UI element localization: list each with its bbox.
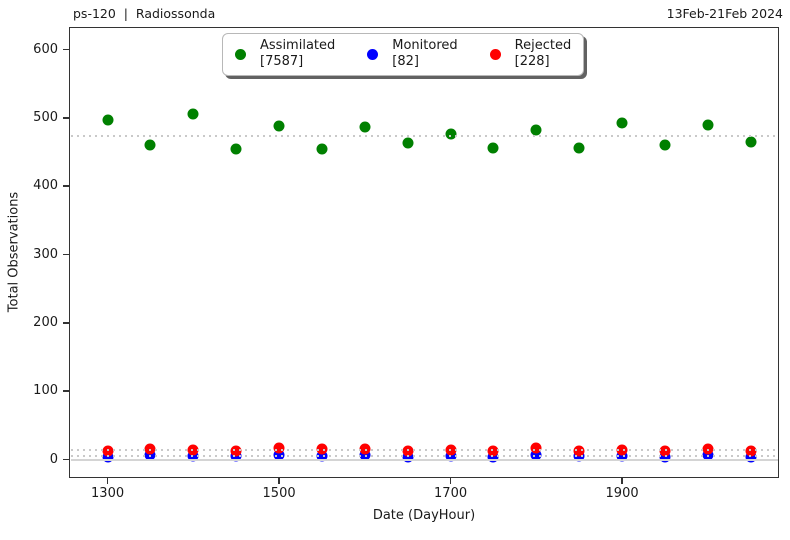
data-point-assimilated: [702, 119, 714, 131]
legend-marker-assimilated-icon: [235, 48, 246, 60]
y-tick: [63, 390, 69, 392]
mean-line-monitored: [70, 455, 778, 458]
date-range-label: 13Feb-21Feb 2024: [666, 6, 783, 21]
zero-line: [70, 458, 778, 461]
data-point-assimilated: [230, 143, 242, 155]
data-point-rejected: [144, 443, 156, 455]
y-tick: [63, 253, 69, 256]
x-axis-label: Date (DayHour): [372, 508, 476, 523]
data-point-monitored: [273, 449, 285, 461]
x-tick: [106, 478, 109, 484]
legend-marker-rejected-icon: [489, 48, 501, 60]
legend-series-name: Monitored: [392, 38, 458, 53]
x-tick-label: 1900: [605, 486, 639, 501]
data-point-monitored: [530, 449, 542, 461]
legend-entry-rejected: Rejected [228]: [489, 38, 572, 71]
x-tick: [449, 478, 452, 484]
data-point-assimilated: [359, 121, 371, 133]
y-tick-label: 500: [33, 109, 58, 125]
data-point-assimilated: [316, 143, 328, 155]
chart-title: ps-120 | Radiossonda: [73, 6, 216, 21]
legend-series-count: [7587]: [260, 54, 304, 70]
plot-area: [69, 27, 779, 478]
legend-marker-monitored-icon: [367, 48, 379, 60]
y-tick-label: 300: [33, 246, 58, 262]
data-point-assimilated: [144, 139, 156, 151]
x-tick: [621, 478, 623, 484]
data-point-assimilated: [402, 137, 414, 149]
y-tick: [63, 185, 69, 187]
y-tick: [63, 117, 69, 119]
legend-series-count: [82]: [392, 54, 419, 70]
data-point-assimilated: [573, 142, 585, 154]
x-tick-label: 1700: [434, 486, 468, 501]
legend: Assimilated [7587] Monitored [82] Rejected [2…: [222, 33, 585, 76]
mean-line-assimilated: [70, 134, 778, 137]
legend-series-name: Rejected: [514, 38, 572, 53]
data-point-assimilated: [659, 139, 671, 151]
data-point-assimilated: [616, 117, 628, 129]
data-point-assimilated: [745, 136, 757, 148]
y-tick: [63, 322, 69, 324]
data-point-rejected: [273, 442, 285, 454]
legend-series-name: Assimilated: [260, 38, 336, 53]
data-point-assimilated: [530, 124, 542, 135]
data-point-assimilated: [487, 142, 499, 154]
y-tick: [63, 458, 69, 461]
data-point-assimilated: [187, 108, 199, 120]
y-tick-label: 0: [49, 451, 58, 467]
data-point-assimilated: [273, 120, 285, 132]
legend-label: Assimilated [7587]: [260, 38, 335, 71]
data-point-rejected: [487, 445, 499, 457]
y-tick-label: 600: [33, 41, 58, 57]
legend-entry-assimilated: Assimilated [7587]: [235, 38, 335, 71]
data-point-assimilated: [102, 114, 114, 126]
y-tick-label: 200: [33, 314, 58, 330]
y-tick-label: 100: [33, 383, 58, 399]
legend-series-count: [228]: [514, 54, 550, 70]
data-point-assimilated: [445, 128, 457, 140]
x-tick: [278, 478, 280, 484]
y-tick-label: 400: [33, 178, 58, 194]
x-tick-label: 1300: [91, 486, 125, 501]
data-point-rejected: [530, 442, 542, 454]
legend-label: Monitored [82]: [392, 38, 457, 71]
legend-label: Rejected [228]: [515, 38, 572, 71]
data-point-rejected: [359, 443, 371, 455]
y-tick: [63, 48, 69, 51]
mean-line-rejected: [70, 448, 778, 451]
legend-entry-monitored: Monitored [82]: [367, 38, 458, 71]
x-tick-label: 1500: [262, 486, 296, 501]
